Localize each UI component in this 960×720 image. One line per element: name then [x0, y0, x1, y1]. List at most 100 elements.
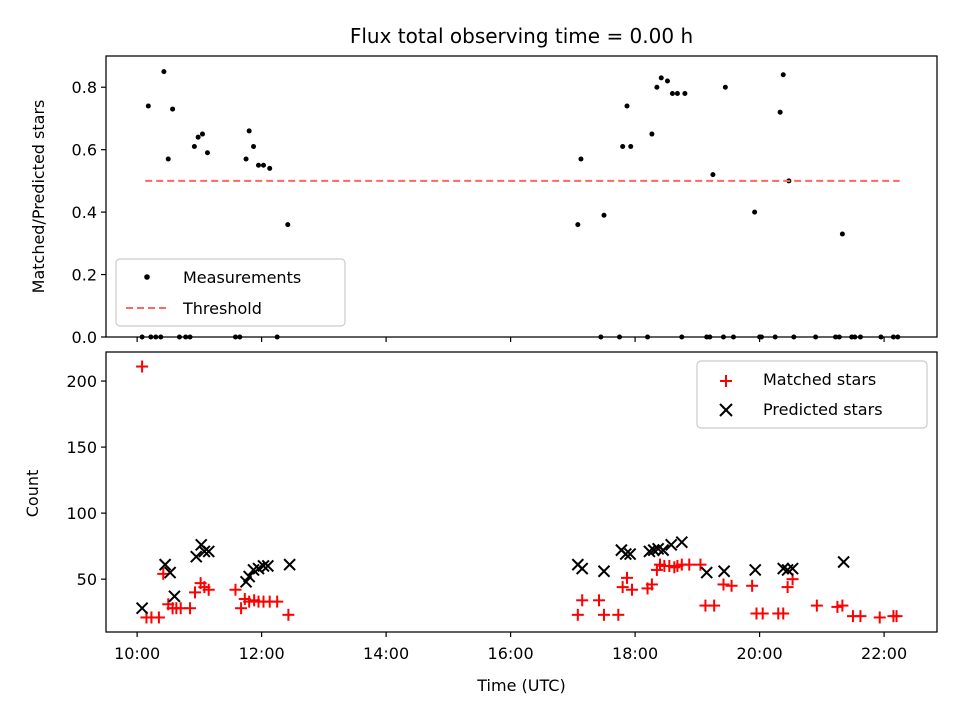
data-point: [752, 209, 758, 215]
y-tick-label: 0.0: [72, 328, 97, 347]
bottom-axes-frame: [105, 351, 938, 633]
legend-measurements-label: Measurements: [183, 268, 301, 287]
data-point: [756, 607, 769, 620]
data-point: [624, 103, 630, 109]
x-tick-label: 16:00: [488, 644, 534, 663]
legend-predicted-label: Predicted stars: [763, 400, 883, 419]
data-point: [625, 583, 638, 596]
data-point: [717, 565, 731, 578]
data-point: [839, 231, 845, 237]
data-point: [571, 608, 584, 621]
x-tick-label: 20:00: [737, 644, 783, 663]
data-point: [837, 555, 850, 569]
data-point: [710, 172, 716, 178]
bottom-plot-area: [135, 360, 903, 624]
data-point: [282, 608, 295, 621]
data-point: [777, 562, 790, 575]
data-point: [261, 559, 275, 573]
x-tick-label: 10:00: [114, 644, 160, 663]
data-point: [700, 566, 713, 579]
data-point: [597, 608, 610, 621]
data-point: [717, 578, 730, 591]
y-tick-label: 50: [77, 570, 97, 589]
top-y-tick-labels: 0.0 0.2 0.4 0.6 0.8: [72, 78, 97, 347]
data-point: [694, 558, 707, 571]
data-point: [722, 84, 728, 90]
data-point: [251, 144, 257, 150]
legend-matched-label: Matched stars: [763, 370, 876, 389]
data-point: [260, 162, 266, 168]
data-point: [575, 222, 581, 228]
top-panel: Flux total observing time = 0.00 h Match…: [29, 24, 938, 347]
bottom-legend: Matched stars Predicted stars: [696, 360, 928, 429]
y-tick-label: 0.4: [72, 203, 97, 222]
data-point: [656, 543, 670, 557]
y-tick-label: 150: [66, 438, 97, 457]
data-point: [649, 131, 655, 137]
data-point: [283, 558, 296, 571]
legend-predicted-marker: [719, 403, 733, 417]
series-measurements: [139, 69, 901, 340]
data-point: [246, 128, 252, 134]
data-point: [170, 106, 176, 112]
data-point: [669, 90, 675, 96]
data-point: [152, 611, 165, 624]
data-point: [674, 90, 680, 96]
data-point: [158, 558, 172, 571]
data-point: [195, 134, 201, 140]
data-point: [578, 156, 584, 162]
data-point: [708, 599, 721, 612]
data-point: [285, 222, 291, 228]
data-point: [592, 594, 605, 607]
data-point: [229, 583, 242, 596]
data-point: [873, 611, 886, 624]
data-point: [746, 579, 759, 592]
data-point: [235, 602, 248, 615]
data-point: [612, 608, 625, 621]
data-point: [198, 545, 211, 558]
top-legend: Measurements Threshold: [115, 258, 346, 327]
top-y-axis-label: Matched/Predicted stars: [29, 100, 48, 294]
data-point: [168, 590, 181, 603]
data-point: [725, 579, 738, 592]
y-tick-label: 100: [66, 504, 97, 523]
top-axes-frame: [105, 55, 938, 338]
data-point: [683, 558, 696, 571]
data-point: [664, 78, 670, 84]
data-point: [781, 581, 794, 594]
data-point: [163, 566, 177, 579]
data-point: [645, 578, 658, 591]
data-point: [199, 131, 205, 137]
data-point: [836, 599, 849, 612]
data-point: [786, 562, 799, 575]
data-point: [145, 103, 151, 109]
legend-measurements-marker: [144, 274, 150, 280]
data-point: [136, 360, 149, 373]
data-point: [157, 567, 170, 580]
data-point: [664, 538, 678, 552]
legend-matched-marker: [720, 375, 732, 387]
data-point: [190, 550, 203, 563]
data-point: [575, 562, 589, 575]
data-point: [675, 535, 688, 549]
x-tick-label: 22:00: [861, 644, 907, 663]
x-tick-label: 18:00: [612, 644, 658, 663]
legend-threshold-label: Threshold: [182, 299, 262, 318]
top-chart-title: Flux total observing time = 0.00 h: [350, 24, 693, 48]
data-point: [628, 144, 634, 150]
x-tick-label: 12:00: [239, 644, 285, 663]
data-point: [749, 563, 762, 577]
series-predicted-stars: [135, 535, 850, 615]
data-point: [191, 144, 197, 150]
y-tick-label: 0.8: [72, 78, 97, 97]
data-point: [202, 545, 215, 558]
data-point: [890, 610, 903, 623]
data-point: [777, 607, 790, 620]
data-point: [189, 586, 202, 599]
data-point: [601, 212, 607, 218]
data-point: [184, 602, 197, 615]
data-point: [682, 90, 688, 96]
y-tick-label: 0.6: [72, 141, 97, 160]
